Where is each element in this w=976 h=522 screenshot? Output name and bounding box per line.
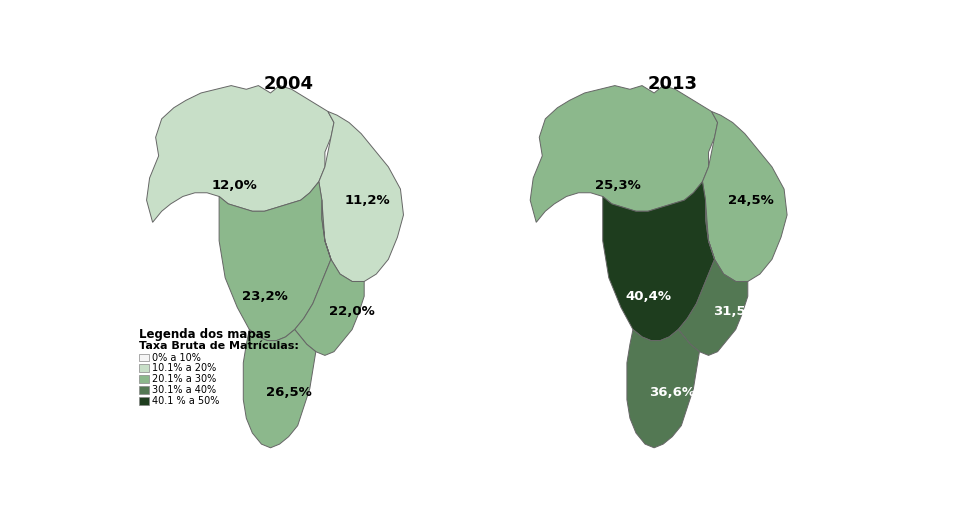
Polygon shape: [530, 86, 717, 222]
Bar: [139, 397, 149, 405]
Text: 23,2%: 23,2%: [242, 290, 287, 303]
Bar: [139, 364, 149, 372]
Text: 30.1% a 40%: 30.1% a 40%: [152, 385, 217, 395]
Polygon shape: [319, 112, 403, 281]
Text: 20.1% a 30%: 20.1% a 30%: [152, 374, 217, 384]
Text: 2004: 2004: [264, 75, 313, 93]
Polygon shape: [627, 329, 700, 448]
Bar: [139, 375, 149, 383]
Bar: [139, 386, 149, 394]
Polygon shape: [295, 200, 364, 355]
Text: 22,0%: 22,0%: [329, 304, 375, 317]
Bar: [139, 354, 149, 361]
Text: 24,5%: 24,5%: [728, 194, 774, 207]
Polygon shape: [678, 200, 748, 355]
Polygon shape: [603, 182, 714, 341]
Text: 31,5%: 31,5%: [712, 304, 758, 317]
Polygon shape: [146, 86, 334, 222]
Text: 11,2%: 11,2%: [345, 194, 390, 207]
Text: Legenda dos mapas: Legenda dos mapas: [139, 328, 270, 341]
Text: 2013: 2013: [647, 75, 697, 93]
Text: 40,4%: 40,4%: [625, 290, 671, 303]
Polygon shape: [243, 329, 316, 448]
Text: Taxa Bruta de Matrículas:: Taxa Bruta de Matrículas:: [139, 341, 299, 351]
Text: 0% a 10%: 0% a 10%: [152, 352, 201, 363]
Text: 25,3%: 25,3%: [595, 179, 640, 192]
Polygon shape: [703, 112, 787, 281]
Text: 40.1 % a 50%: 40.1 % a 50%: [152, 396, 220, 406]
Text: 10.1% a 20%: 10.1% a 20%: [152, 363, 217, 373]
Polygon shape: [219, 182, 331, 341]
Text: 26,5%: 26,5%: [265, 386, 311, 399]
Text: 12,0%: 12,0%: [212, 179, 257, 192]
Text: 36,6%: 36,6%: [649, 386, 695, 399]
